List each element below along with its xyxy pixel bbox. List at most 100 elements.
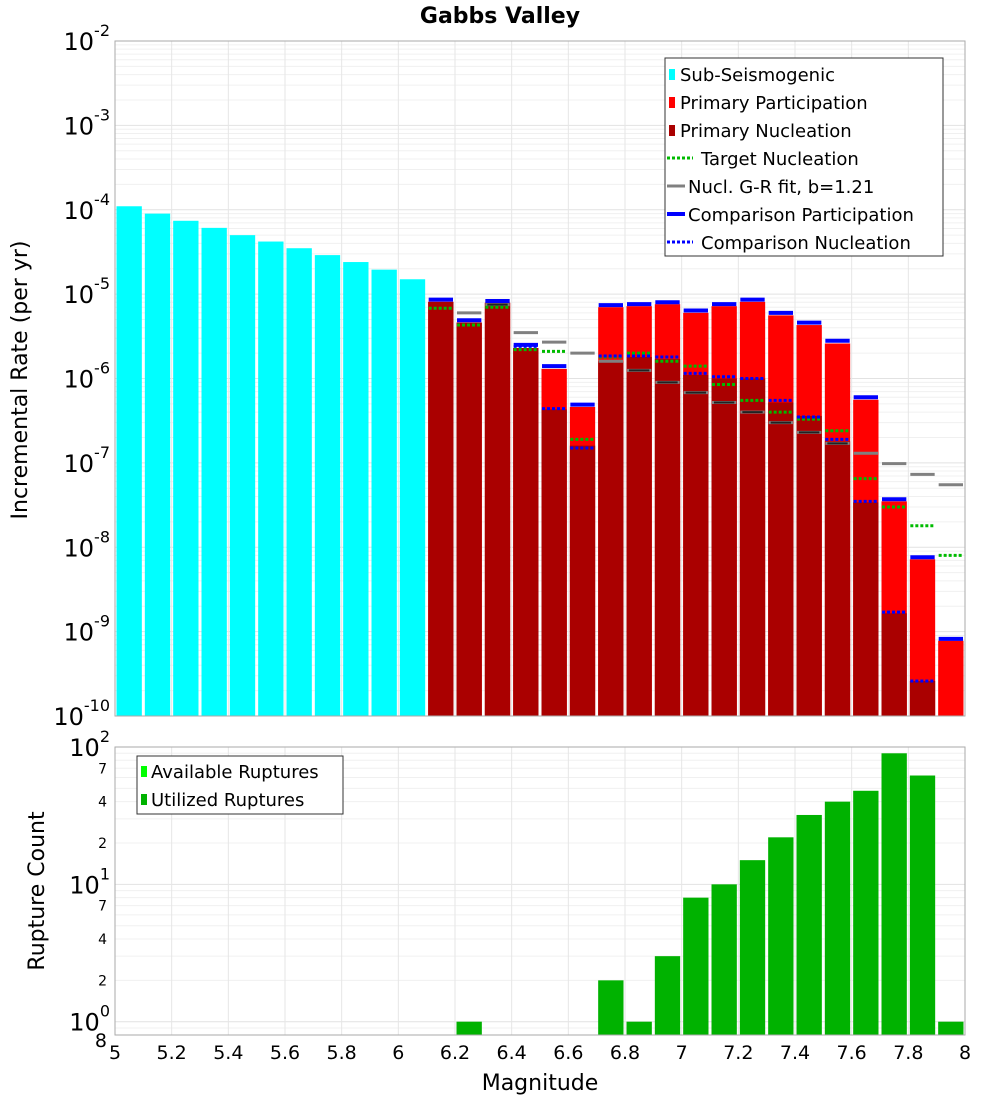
legend-swatch xyxy=(669,69,675,80)
primary-nucleation-bar xyxy=(626,356,652,716)
y-minor-tick-label: 2 xyxy=(98,973,107,989)
x-tick-label: 7.6 xyxy=(837,1042,867,1064)
primary-nucleation-bar xyxy=(909,680,936,716)
y-tick-label: 101 xyxy=(69,864,110,899)
y-tick-label: 10-6 xyxy=(64,359,111,394)
x-tick-label: 7.8 xyxy=(893,1042,923,1064)
x-tick-label: 5.4 xyxy=(213,1042,243,1064)
primary-nucleation-bar xyxy=(513,347,539,716)
x-axis-label: Magnitude xyxy=(482,1071,599,1096)
utilized-ruptures-bar xyxy=(881,753,907,1035)
primary-participation-bar xyxy=(938,640,964,716)
chart-title: Gabbs Valley xyxy=(420,4,580,29)
primary-nucleation-bar xyxy=(484,302,511,716)
y-minor-tick-label: 8 xyxy=(95,1030,107,1052)
x-tick-label: 7 xyxy=(676,1042,688,1064)
y-tick-label: 10-9 xyxy=(64,612,111,647)
legend-box xyxy=(136,755,344,815)
legend-label: Available Ruptures xyxy=(151,762,319,783)
x-tick-label: 6 xyxy=(392,1042,404,1064)
y-axis-label: Incremental Rate (per yr) xyxy=(8,241,33,520)
x-tick-label: 5 xyxy=(109,1042,121,1064)
legend-swatch xyxy=(141,794,147,805)
plot-frame xyxy=(114,746,966,1036)
utilized-ruptures-bar xyxy=(853,790,879,1035)
sub-seismogenic-bar xyxy=(343,262,369,716)
rupture-count-plot: 100 101 102 8 2 4 7 2 4 7 5 5.2 5.4 5.6 5.8 6 6.2 6.4 6.6 6… xyxy=(25,727,971,1096)
sub-seismogenic-bar xyxy=(116,206,142,716)
sub-seismogenic-bar xyxy=(201,227,227,716)
utilized-ruptures-bar xyxy=(711,884,737,1035)
primary-nucleation-bar xyxy=(598,361,624,716)
x-tick-label: 5.6 xyxy=(270,1042,300,1064)
primary-nucleation-bar xyxy=(711,378,737,716)
y-minor-tick-label: 2 xyxy=(98,836,107,852)
utilized-ruptures-bar xyxy=(938,1021,964,1035)
x-tick-label: 6.4 xyxy=(497,1042,527,1064)
legend-label: Target Nucleation xyxy=(700,149,859,170)
x-tick-label: 6.8 xyxy=(610,1042,640,1064)
x-tick-label: 7.4 xyxy=(780,1042,810,1064)
x-tick-label: 6.6 xyxy=(553,1042,583,1064)
x-tick-label: 6.2 xyxy=(440,1042,470,1064)
legend-label: Comparison Participation xyxy=(688,205,914,226)
sub-seismogenic-bar xyxy=(399,279,426,716)
y-minor-tick-label: 4 xyxy=(98,932,107,948)
utilized-ruptures-bar xyxy=(654,956,681,1035)
sub-seismogenic-bar xyxy=(173,220,199,716)
y-tick-label: 10-2 xyxy=(64,21,111,56)
legend-label: Primary Participation xyxy=(680,93,868,114)
primary-nucleation-bar xyxy=(796,415,822,716)
primary-nucleation-bar xyxy=(654,359,681,716)
y-tick-label: 10-3 xyxy=(64,105,111,140)
primary-nucleation-bar xyxy=(428,301,454,716)
legend-box xyxy=(664,57,944,257)
legend-label: Comparison Nucleation xyxy=(701,233,911,254)
legend-label: Utilized Ruptures xyxy=(151,790,304,811)
y-minor-tick-label: 7 xyxy=(98,761,107,777)
primary-nucleation-bar xyxy=(456,322,482,716)
utilized-ruptures-bar xyxy=(796,814,822,1035)
x-tick-label: 5.2 xyxy=(157,1042,187,1064)
utilized-ruptures-bar xyxy=(683,897,709,1035)
y-tick-label: 10-10 xyxy=(53,696,110,731)
sub-seismogenic-bar xyxy=(229,235,256,716)
sub-seismogenic-bar xyxy=(371,269,397,716)
utilized-ruptures-bar xyxy=(456,1021,482,1035)
plot-frame xyxy=(114,40,966,717)
legend-swatch xyxy=(141,766,147,777)
primary-nucleation-bar xyxy=(569,445,596,716)
legend-label: Nucl. G-R fit, b=1.21 xyxy=(688,177,874,198)
y-tick-label: 10-8 xyxy=(64,527,111,562)
legend-label: Primary Nucleation xyxy=(680,121,852,142)
y-minor-tick-label: 7 xyxy=(98,899,107,915)
y-tick-label: 10-4 xyxy=(64,190,111,225)
primary-nucleation-bar xyxy=(824,441,851,716)
primary-nucleation-bar xyxy=(768,402,794,716)
utilized-ruptures-bar xyxy=(824,801,851,1035)
y-tick-label: 100 xyxy=(69,1002,110,1037)
utilized-ruptures-bar xyxy=(626,1021,652,1035)
legend-label: Sub-Seismogenic xyxy=(680,65,835,86)
primary-nucleation-bar xyxy=(881,613,907,716)
rate-plot: Gabbs Valley 10-10 10-9 10-8 10-7 10-6 10-5 10-… xyxy=(8,4,966,731)
y-tick-label: 10-5 xyxy=(64,274,111,309)
sub-seismogenic-bar xyxy=(144,213,171,717)
utilized-ruptures-bar xyxy=(909,775,936,1035)
utilized-ruptures-bar xyxy=(768,837,794,1035)
primary-nucleation-bar xyxy=(683,375,709,716)
y-axis-label: Rupture Count xyxy=(25,811,50,971)
x-tick-label: 8 xyxy=(959,1042,971,1064)
legend-swatch xyxy=(669,125,675,136)
utilized-ruptures-bar xyxy=(598,980,624,1035)
primary-nucleation-bar xyxy=(541,409,567,716)
primary-nucleation-bar xyxy=(739,378,766,716)
utilized-ruptures-bar xyxy=(739,860,766,1035)
legend-swatch xyxy=(669,97,675,108)
sub-seismogenic-bar xyxy=(286,248,312,717)
sub-seismogenic-bar xyxy=(258,241,284,717)
sub-seismogenic-bar xyxy=(314,255,341,716)
x-tick-label: 5.8 xyxy=(327,1042,357,1064)
x-tick-label: 7.2 xyxy=(723,1042,753,1064)
